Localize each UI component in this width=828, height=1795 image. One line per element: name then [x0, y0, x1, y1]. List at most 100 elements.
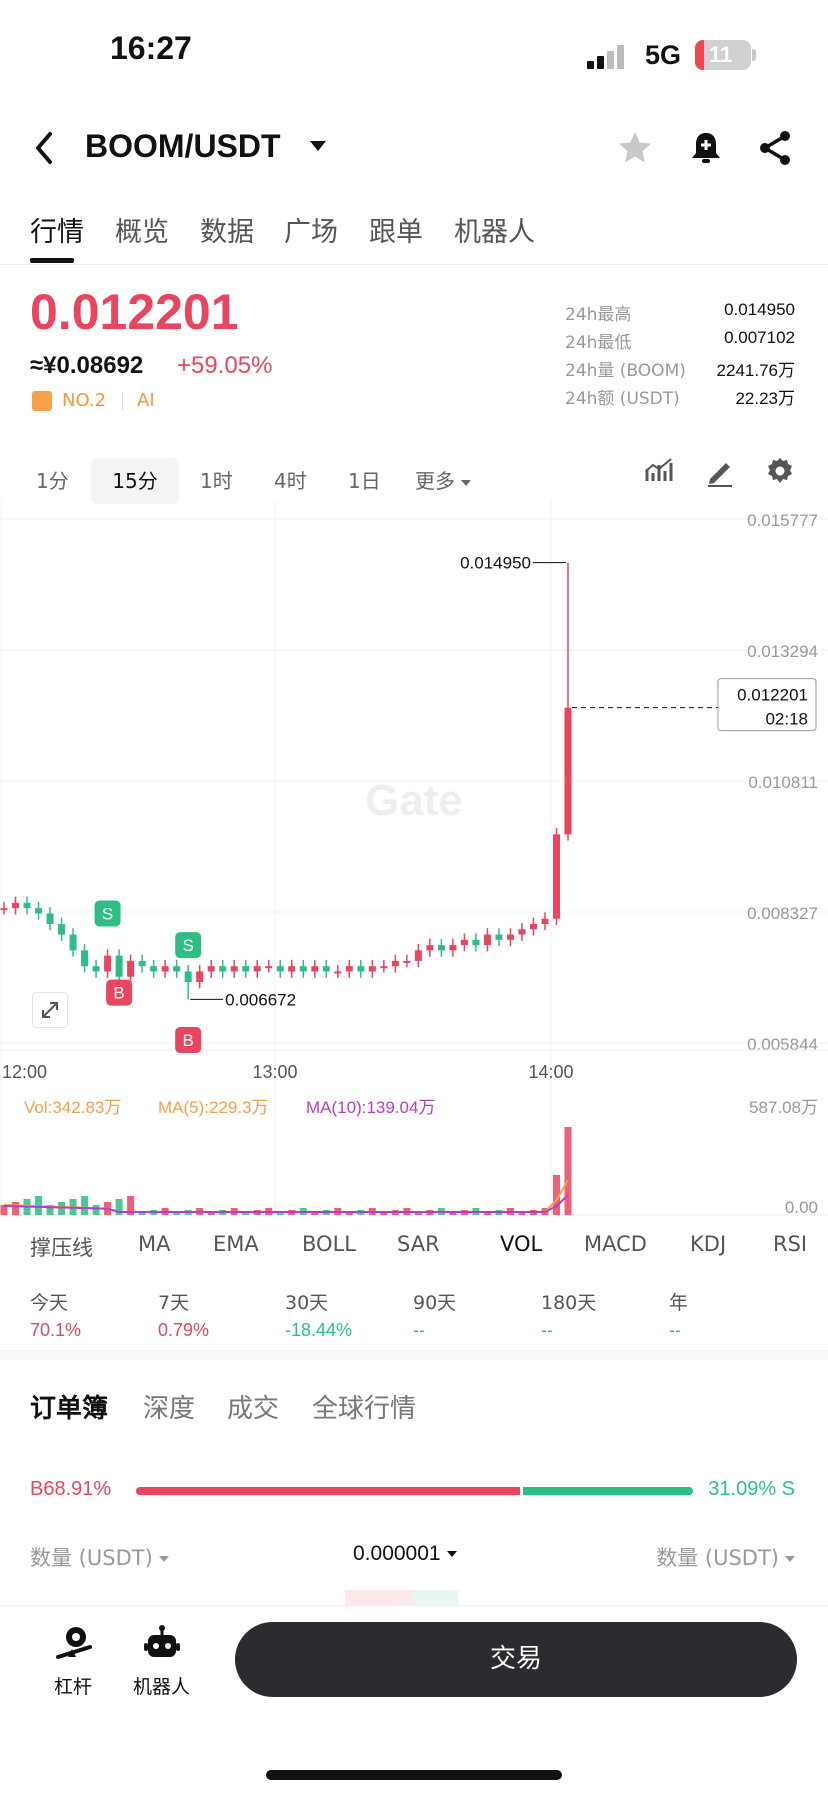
- sell-marker: [175, 932, 202, 959]
- tab-global-market[interactable]: 全球行情: [312, 1394, 417, 1424]
- volume-ma10-label: MA(10):139.04万: [306, 1098, 435, 1117]
- candle-body: [242, 966, 250, 972]
- stat-value-low: 0.007102: [724, 328, 795, 347]
- tab-data[interactable]: 数据: [200, 217, 254, 248]
- tab-copy-trade[interactable]: 跟单: [369, 217, 423, 248]
- candlestick-chart[interactable]: 0.015777 0.013294 0.010811 0.008327 0.005844…: [0, 500, 828, 1230]
- perf-value-30d: -18.44%: [285, 1320, 353, 1340]
- tab-square[interactable]: 广场: [284, 217, 338, 248]
- indicator-ma[interactable]: MA: [138, 1232, 171, 1256]
- candle-body: [23, 902, 31, 909]
- fullscreen-button[interactable]: [32, 992, 68, 1028]
- share-icon[interactable]: [755, 128, 795, 168]
- candle-body: [138, 960, 146, 967]
- trade-marker-label: S: [182, 936, 193, 955]
- indicator-boll[interactable]: BOLL: [302, 1232, 356, 1256]
- interval-15m[interactable]: 15分: [91, 458, 179, 504]
- chevron-down-icon: [158, 1556, 169, 1562]
- tab-orderbook[interactable]: 订单簿: [30, 1394, 109, 1424]
- indicator-ema[interactable]: EMA: [213, 1232, 259, 1256]
- pair-dropdown-icon[interactable]: [310, 141, 326, 151]
- indicator-rsi[interactable]: RSI: [773, 1232, 808, 1256]
- candle-body: [288, 966, 296, 972]
- trade-marker-label: S: [102, 904, 113, 923]
- tab-trades[interactable]: 成交: [227, 1394, 280, 1424]
- candle-body: [196, 971, 204, 983]
- indicator-sar[interactable]: SAR: [397, 1232, 440, 1256]
- trade-marker-label: B: [113, 984, 124, 1003]
- candle-body: [58, 923, 66, 935]
- orderbook-col-left[interactable]: 数量 (USDT): [30, 1542, 169, 1572]
- volume-bar: [345, 1212, 353, 1215]
- star-icon[interactable]: [615, 128, 655, 168]
- rank-separator: [122, 392, 123, 410]
- candle-body: [368, 966, 376, 972]
- pair-title[interactable]: BOOM/USDT: [85, 128, 281, 164]
- robot-label[interactable]: 机器人: [133, 1676, 191, 1698]
- interval-more[interactable]: 更多: [405, 458, 481, 504]
- candle-body: [311, 966, 319, 972]
- volume-bar: [46, 1205, 54, 1215]
- candle-body: [483, 934, 491, 946]
- stat-label-low: 24h最低: [565, 333, 632, 353]
- ai-badge[interactable]: AI: [137, 390, 155, 411]
- leverage-label[interactable]: 杠杆: [54, 1676, 93, 1698]
- stat-label-high: 24h最高: [565, 305, 632, 325]
- interval-1d[interactable]: 1日: [348, 469, 381, 493]
- bell-add-icon[interactable]: [686, 128, 726, 168]
- indicator-macd[interactable]: MACD: [584, 1232, 647, 1256]
- candle-body: [253, 966, 261, 972]
- rank-icon: [32, 391, 52, 411]
- volume-bar: [207, 1212, 215, 1215]
- buy-marker: [175, 1027, 202, 1054]
- indicator-support-resistance[interactable]: 撑压线: [30, 1236, 93, 1260]
- sell-ratio: 31.09% S: [708, 1478, 795, 1500]
- col-right-label: 数量 (USDT): [656, 1546, 779, 1570]
- candle-body: [426, 945, 434, 951]
- high-marker-label: 0.014950: [460, 554, 531, 573]
- robot-icon[interactable]: [142, 1623, 182, 1663]
- tab-robot[interactable]: 机器人: [454, 217, 535, 248]
- candle-body: [472, 939, 480, 946]
- tab-overview[interactable]: 概览: [115, 217, 169, 248]
- candle-body: [161, 966, 169, 972]
- volume-bar: [81, 1196, 89, 1215]
- stat-label-turnover: 24h额 (USDT): [565, 389, 680, 409]
- col-left-label: 数量 (USDT): [30, 1546, 153, 1570]
- candle-body: [184, 971, 192, 983]
- volume-bar: [518, 1212, 526, 1215]
- volume-bar: [115, 1199, 123, 1215]
- draw-pen-icon[interactable]: [704, 455, 736, 487]
- precision-select[interactable]: 0.000001: [353, 1542, 457, 1566]
- tab-depth[interactable]: 深度: [143, 1394, 196, 1424]
- trade-button[interactable]: 交易: [235, 1622, 797, 1697]
- settings-gear-icon[interactable]: [764, 455, 796, 487]
- volume-min-label: 0.00: [785, 1198, 818, 1217]
- countdown-label: 02:18: [765, 710, 808, 729]
- current-price-label: 0.012201: [737, 686, 808, 705]
- tab-underline: [30, 258, 74, 263]
- back-icon[interactable]: [30, 128, 60, 168]
- volume-bar: [414, 1212, 422, 1215]
- y-tick-label: 0.008327: [747, 904, 818, 923]
- rank-badge[interactable]: NO.2: [62, 390, 107, 411]
- candle-body: [334, 971, 342, 974]
- volume-bar: [552, 1175, 560, 1215]
- candle-body: [12, 902, 20, 909]
- interval-4h[interactable]: 4时: [274, 469, 307, 493]
- leverage-icon[interactable]: [54, 1623, 94, 1663]
- candle-body: [322, 966, 330, 972]
- interval-1h[interactable]: 1时: [200, 469, 233, 493]
- perf-value-180d: --: [541, 1320, 553, 1340]
- tab-market[interactable]: 行情: [30, 217, 84, 248]
- x-tick-label: 12:00: [2, 1062, 47, 1082]
- indicator-chart-icon[interactable]: [643, 455, 675, 487]
- interval-1m[interactable]: 1分: [36, 469, 69, 493]
- indicator-kdj[interactable]: KDJ: [690, 1232, 727, 1256]
- precision-value: 0.000001: [353, 1542, 441, 1565]
- orderbook-col-right[interactable]: 数量 (USDT): [656, 1542, 795, 1572]
- chevron-down-icon: [446, 1551, 457, 1558]
- home-indicator[interactable]: [266, 1770, 562, 1780]
- indicator-vol[interactable]: VOL: [500, 1232, 543, 1256]
- candle-body: [0, 908, 8, 911]
